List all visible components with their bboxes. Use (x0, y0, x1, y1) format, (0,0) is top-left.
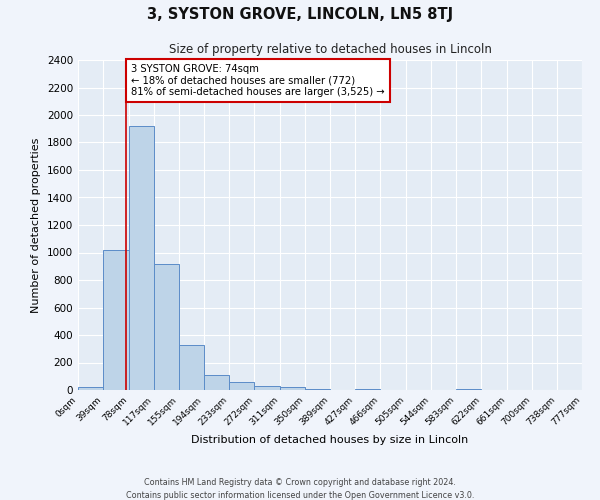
Bar (280, 387, 305, 390)
Bar (254, 386, 280, 390)
Text: 3, SYSTON GROVE, LINCOLN, LN5 8TJ: 3, SYSTON GROVE, LINCOLN, LN5 8TJ (147, 8, 453, 22)
X-axis label: Distribution of detached houses by size in Lincoln: Distribution of detached houses by size … (191, 436, 469, 446)
Bar (103, 250, 128, 390)
Bar (204, 375, 229, 390)
Bar (179, 346, 204, 390)
Title: Size of property relative to detached houses in Lincoln: Size of property relative to detached ho… (169, 43, 491, 56)
Bar (229, 382, 254, 390)
Y-axis label: Number of detached properties: Number of detached properties (31, 138, 41, 312)
Bar (128, 126, 154, 390)
Bar (78, 387, 103, 390)
Bar (154, 264, 179, 390)
Text: 3 SYSTON GROVE: 74sqm
← 18% of detached houses are smaller (772)
81% of semi-det: 3 SYSTON GROVE: 74sqm ← 18% of detached … (131, 64, 385, 98)
Text: Contains HM Land Registry data © Crown copyright and database right 2024.
Contai: Contains HM Land Registry data © Crown c… (126, 478, 474, 500)
